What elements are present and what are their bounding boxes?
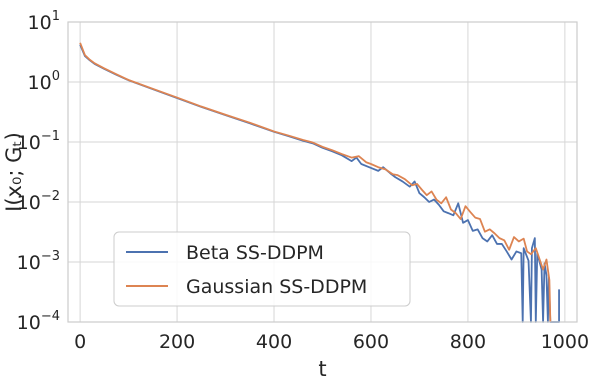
y-tick-label: 10−4 — [17, 309, 60, 334]
x-tick-label: 600 — [353, 331, 389, 353]
series-line-1 — [79, 42, 552, 323]
y-tick-label: 10−2 — [17, 189, 60, 214]
y-tick-labels: 10−4 10−3 10−2 10−1 100 101 — [17, 9, 60, 334]
y-tick-label: 101 — [28, 9, 60, 34]
y-tick-label: 100 — [28, 69, 60, 94]
series-lines — [79, 42, 560, 323]
plot-frame — [67, 21, 578, 323]
y-tick-label: 10−1 — [17, 129, 60, 154]
legend: Beta SS-DDPM Gaussian SS-DDPM — [113, 231, 411, 307]
x-tick-label: 200 — [159, 331, 195, 353]
x-axis-label: t — [318, 357, 326, 381]
x-tick-label: 0 — [74, 331, 86, 353]
x-tick-labels: 0 200 400 600 800 1000 — [74, 331, 589, 353]
legend-box — [113, 231, 411, 307]
y-axis-label: I(x₀; Gₜ) — [2, 132, 26, 212]
x-tick-label: 400 — [256, 331, 292, 353]
x-tick-label: 1000 — [541, 331, 589, 353]
legend-label-beta: Beta SS-DDPM — [186, 242, 324, 264]
y-tick-label: 10−3 — [17, 249, 60, 274]
x-tick-label: 800 — [450, 331, 486, 353]
legend-label-gaussian: Gaussian SS-DDPM — [186, 276, 367, 298]
